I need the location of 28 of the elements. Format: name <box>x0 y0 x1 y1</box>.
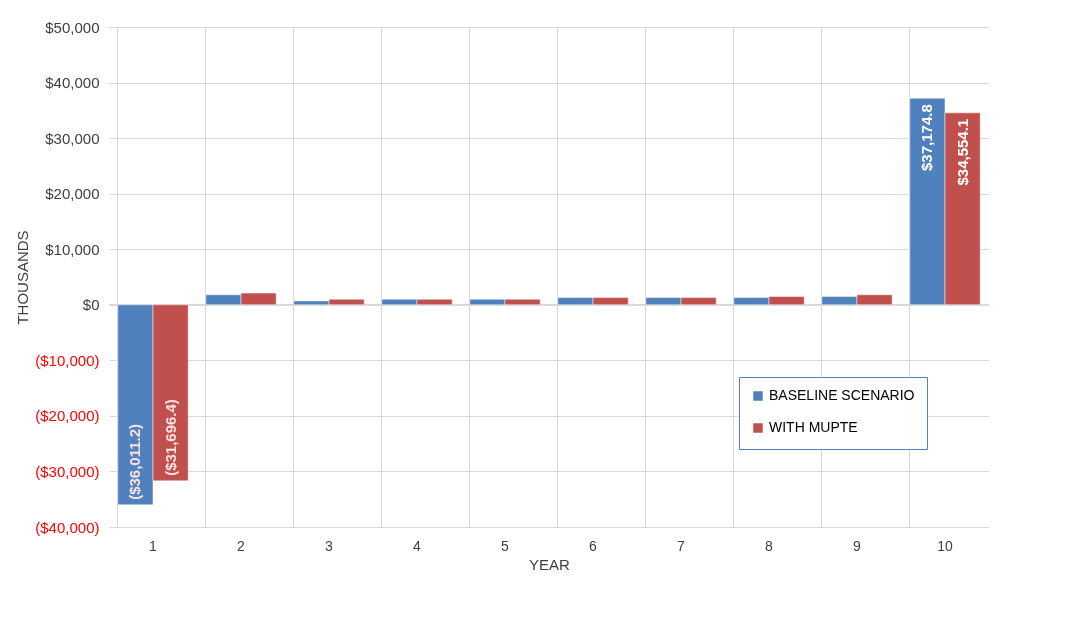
y-tick-label: $10,000 <box>45 240 100 258</box>
x-tick-label: 2 <box>237 537 246 554</box>
data-label: ($31,696.4) <box>161 399 179 476</box>
y-tick-label: $20,000 <box>45 185 100 203</box>
x-tick-label: 3 <box>325 537 334 554</box>
legend-label: WITH MUPTE <box>769 419 858 435</box>
x-tick-label: 5 <box>501 537 510 554</box>
x-tick-label: 6 <box>589 537 598 554</box>
x-tick-label: 10 <box>937 537 953 554</box>
data-label: $34,554.1 <box>953 118 971 186</box>
y-tick-label: $50,000 <box>45 18 100 36</box>
data-label: $37,174.8 <box>918 104 936 171</box>
x-tick-label: 1 <box>149 537 158 554</box>
y-tick-label: ($40,000) <box>35 518 100 536</box>
y-tick-label: $30,000 <box>45 129 100 147</box>
x-axis-title: YEAR <box>529 555 571 573</box>
x-tick-label: 4 <box>413 537 422 554</box>
x-tick-label: 8 <box>765 537 774 554</box>
y-tick-label: ($30,000) <box>35 462 100 480</box>
y-tick-label: $40,000 <box>45 74 100 92</box>
legend-label: BASELINE SCENARIO <box>769 387 915 403</box>
y-tick-label: ($20,000) <box>35 407 100 425</box>
x-tick-label: 9 <box>853 537 862 554</box>
x-tick-label: 7 <box>677 537 686 554</box>
y-axis-title: THOUSANDS <box>14 230 32 325</box>
data-label: ($36,011.2) <box>126 423 144 500</box>
y-tick-label: ($10,000) <box>35 351 100 369</box>
y-tick-label: $0 <box>82 296 100 314</box>
